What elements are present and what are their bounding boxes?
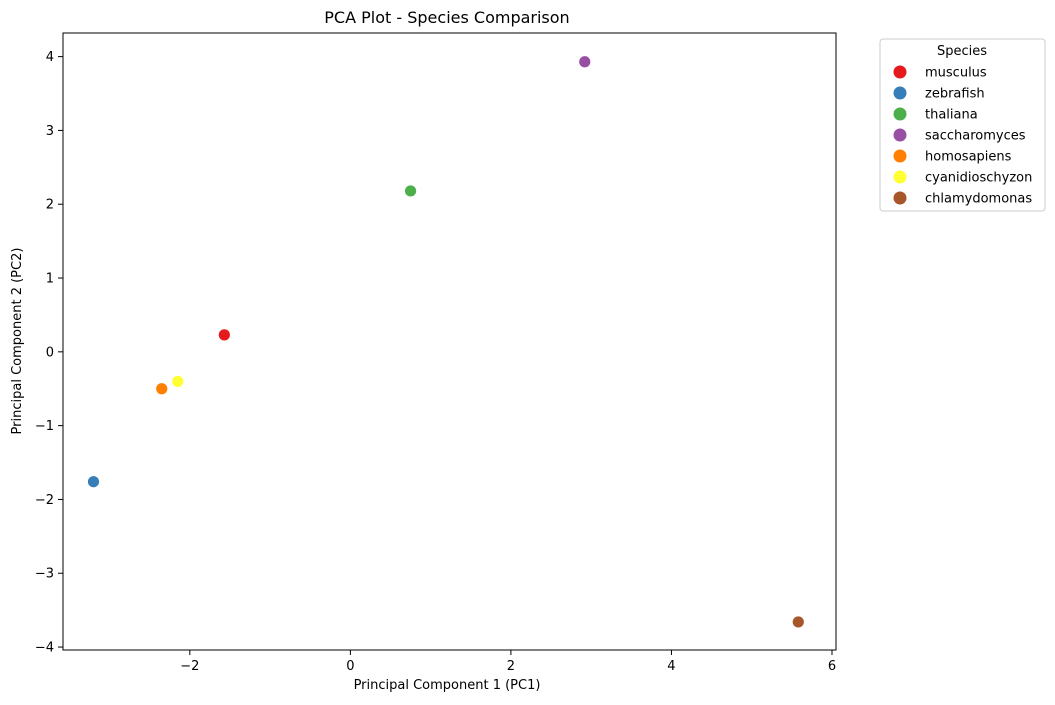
legend-marker-cyanidioschyzon — [893, 170, 907, 184]
y-axis-label: Principal Component 2 (PC2) — [10, 248, 25, 435]
legend-marker-saccharomyces — [893, 128, 907, 142]
legend-label-musculus: musculus — [925, 66, 987, 81]
legend-label-homosapiens: homosapiens — [925, 150, 1012, 165]
legend-label-cyanidioschyzon: cyanidioschyzon — [925, 171, 1032, 186]
y-tick-label: −4 — [35, 641, 54, 656]
legend-box — [879, 38, 1046, 212]
legend-label-zebrafish: zebrafish — [925, 87, 985, 102]
legend: Species musculus zebrafish thaliana sacchar… — [879, 38, 1046, 212]
y-tick-label: −2 — [35, 493, 54, 508]
x-tick-label: 6 — [828, 659, 836, 674]
y-tick-label: 2 — [46, 198, 54, 213]
data-point-chlamydomonas — [791, 615, 805, 629]
chart-title: PCA Plot - Species Comparison — [324, 8, 569, 27]
data-point-thaliana — [404, 184, 417, 198]
x-axis: −2 0 2 4 6 — [180, 650, 836, 674]
y-tick-label: −3 — [35, 567, 54, 582]
y-axis: −4 −3 −2 −1 0 1 2 3 4 — [35, 50, 63, 656]
x-tick-label: −2 — [180, 659, 199, 674]
x-tick-label: 4 — [667, 659, 675, 674]
legend-label-chlamydomonas: chlamydomonas — [925, 192, 1032, 207]
y-tick-label: 4 — [46, 50, 54, 65]
legend-marker-zebrafish — [893, 86, 907, 100]
y-tick-label: 0 — [46, 345, 54, 360]
data-point-cyanidioschyzon — [171, 374, 185, 388]
legend-title: Species — [937, 44, 987, 59]
legend-marker-chlamydomonas — [893, 191, 907, 205]
x-tick-label: 0 — [346, 659, 354, 674]
data-point-zebrafish — [87, 475, 100, 489]
y-tick-label: 1 — [46, 272, 54, 287]
y-tick-label: 3 — [46, 124, 54, 139]
data-point-homosapiens — [155, 382, 169, 396]
legend-marker-musculus — [893, 65, 907, 79]
data-points — [87, 55, 805, 629]
legend-label-thaliana: thaliana — [925, 108, 978, 123]
y-tick-label: −1 — [35, 419, 54, 434]
legend-label-saccharomyces: saccharomyces — [925, 129, 1026, 144]
x-tick-label: 2 — [507, 659, 515, 674]
data-point-saccharomyces — [578, 55, 592, 69]
x-axis-label: Principal Component 1 (PC1) — [354, 678, 541, 693]
legend-marker-homosapiens — [893, 149, 907, 163]
data-point-musculus — [217, 328, 231, 342]
plot-area-frame — [62, 32, 837, 651]
legend-items: musculus zebrafish thaliana saccharomyces ho… — [893, 65, 1032, 207]
legend-marker-thaliana — [893, 107, 907, 121]
